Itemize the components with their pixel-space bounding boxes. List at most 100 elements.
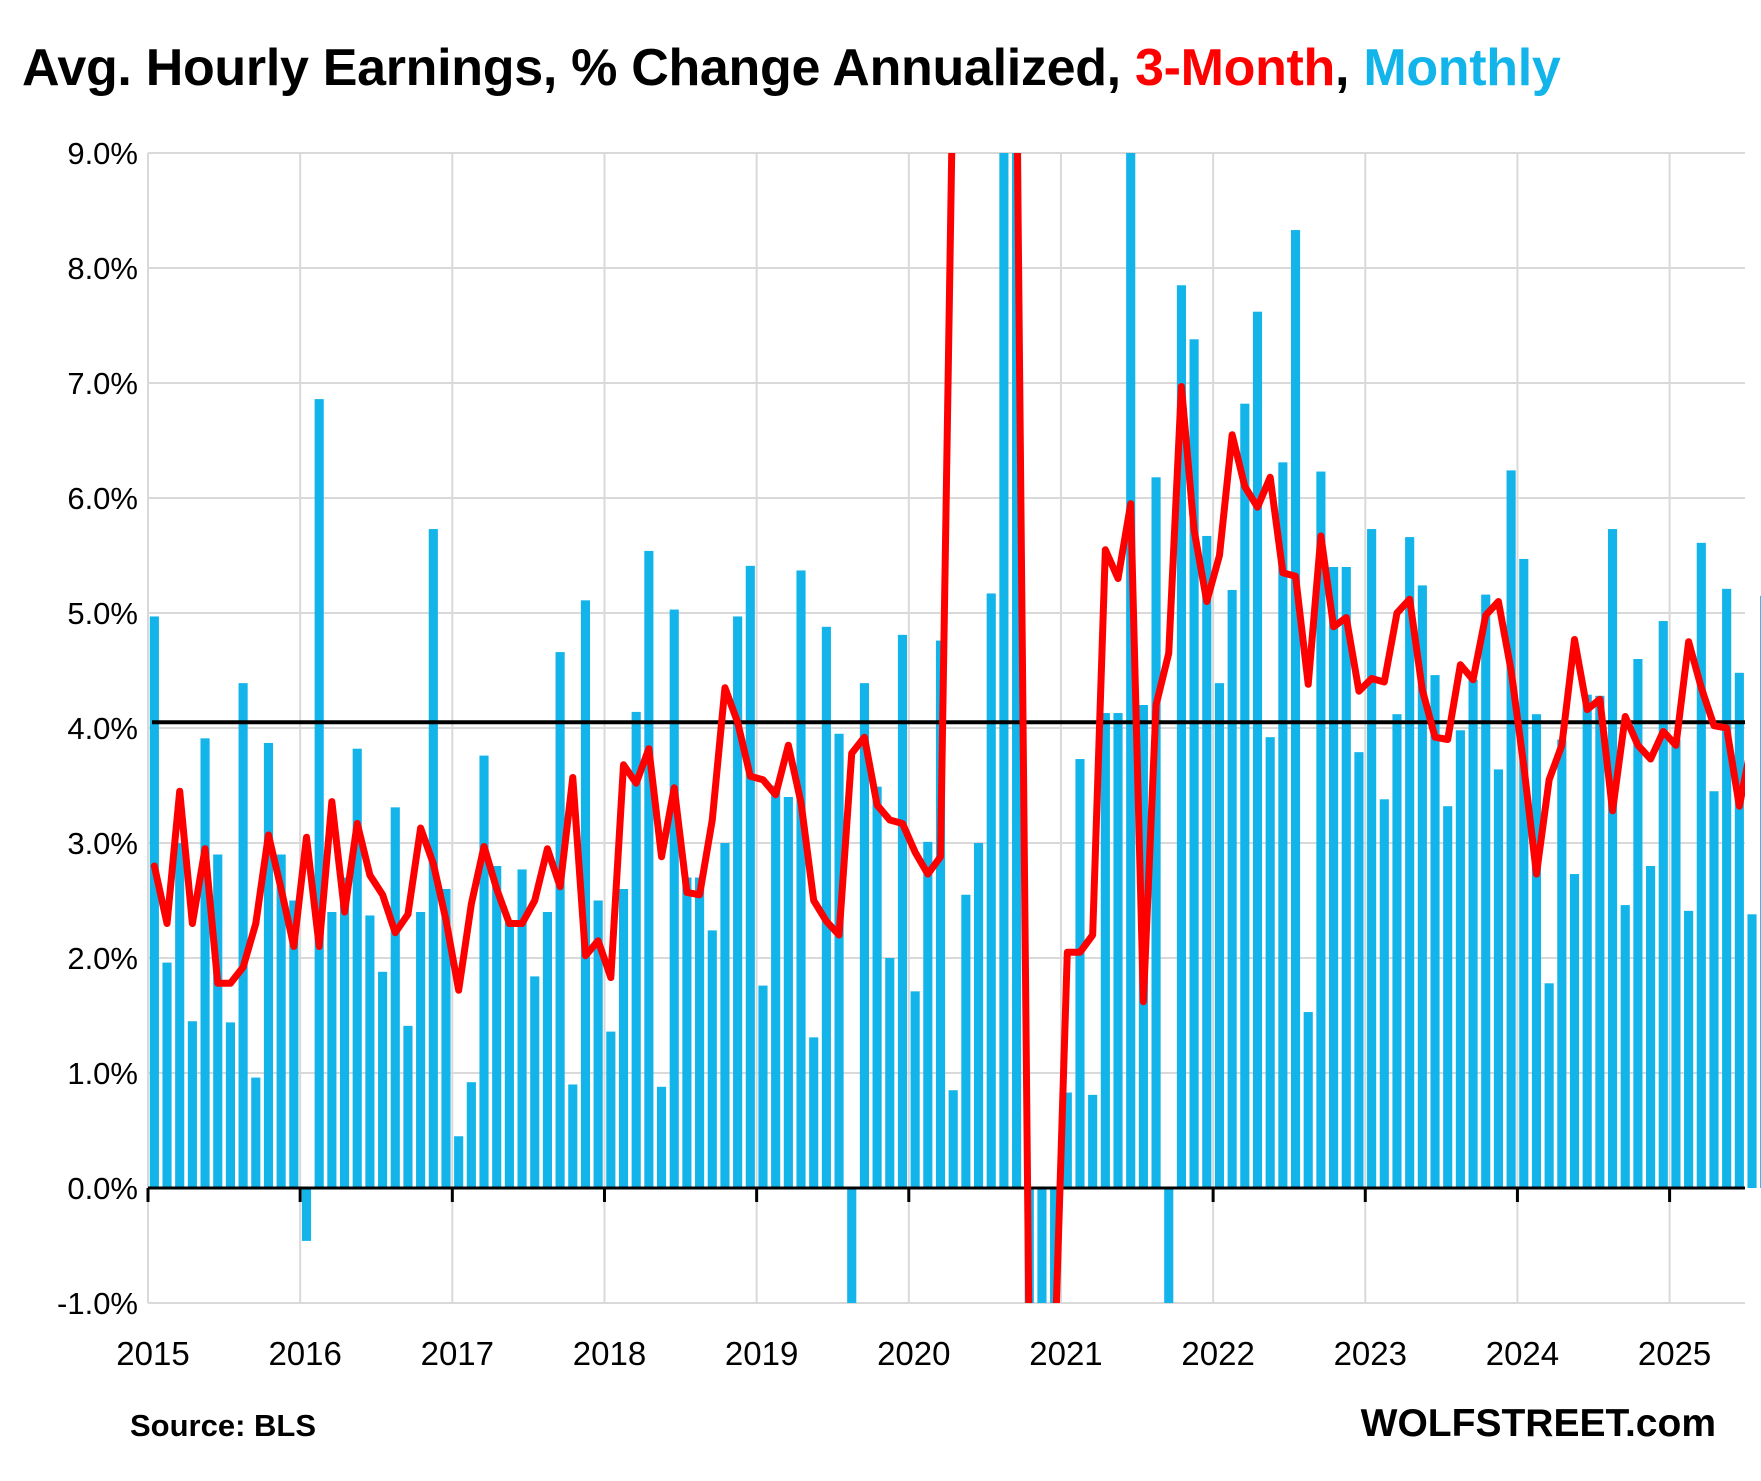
monthly-bar xyxy=(149,616,159,1188)
monthly-bar xyxy=(1569,874,1580,1188)
y-tick-label: 7.0% xyxy=(67,366,138,401)
monthly-bar xyxy=(580,600,591,1188)
x-tick-label: 2025 xyxy=(1638,1335,1711,1372)
monthly-bar xyxy=(276,854,286,1188)
monthly-bar xyxy=(1607,529,1618,1188)
title-series-3month: 3-Month xyxy=(1134,39,1336,97)
monthly-bar xyxy=(263,742,274,1188)
monthly-bar xyxy=(1012,153,1022,1188)
monthly-bar xyxy=(1582,694,1592,1188)
monthly-bar xyxy=(1671,739,1681,1188)
monthly-bar xyxy=(1696,542,1706,1188)
monthly-bar xyxy=(1329,567,1339,1188)
monthly-bar xyxy=(910,991,920,1188)
monthly-bar xyxy=(1126,153,1136,1188)
brand-label: WOLFSTREET.com xyxy=(1360,1402,1716,1445)
x-tick-label: 2016 xyxy=(268,1335,341,1372)
monthly-bar xyxy=(568,1084,578,1188)
monthly-bar xyxy=(1062,1092,1072,1188)
x-tick-label: 2017 xyxy=(421,1335,494,1372)
monthly-bar xyxy=(466,1082,476,1188)
monthly-bar xyxy=(1367,529,1377,1188)
monthly-bar xyxy=(1316,471,1326,1188)
axes xyxy=(146,1186,1745,1202)
y-tick-label: 9.0% xyxy=(67,136,138,171)
monthly-bar xyxy=(1722,588,1732,1188)
monthly-bar xyxy=(1252,311,1263,1188)
monthly-bar xyxy=(1176,285,1186,1188)
y-tick-label: 4.0% xyxy=(67,711,138,746)
monthly-bar xyxy=(948,1090,958,1188)
monthly-bar xyxy=(872,786,882,1188)
monthly-bar xyxy=(1658,621,1668,1188)
monthly-bar xyxy=(847,1188,857,1303)
monthly-bar xyxy=(809,1037,819,1188)
monthly-bar xyxy=(1290,230,1301,1189)
monthly-bar xyxy=(454,1136,464,1188)
y-tick-labels: -1.0% 0.0% 1.0% 2.0% 3.0% 4.0% 5.0% 6.0% 7.0% 8.0… xyxy=(57,136,138,1321)
y-tick-label: 3.0% xyxy=(67,826,138,861)
monthly-bar xyxy=(1303,1012,1313,1188)
monthly-bar xyxy=(695,877,705,1188)
x-tick-label: 2024 xyxy=(1486,1335,1559,1372)
monthly-bar xyxy=(1075,759,1085,1188)
monthly-bar xyxy=(733,616,743,1188)
monthly-bar xyxy=(1557,739,1567,1188)
monthly-bar xyxy=(720,843,730,1188)
monthly-bar xyxy=(352,748,362,1188)
monthly-bar xyxy=(796,570,806,1188)
monthly-bar xyxy=(669,609,679,1188)
monthly-bar xyxy=(1265,737,1275,1188)
monthly-bar xyxy=(771,785,781,1188)
monthly-bar xyxy=(1493,769,1503,1188)
monthly-bar xyxy=(745,565,755,1188)
monthly-bars xyxy=(149,153,1761,1303)
monthly-bar xyxy=(1164,1188,1174,1303)
monthly-bar xyxy=(1620,905,1630,1188)
monthly-bar xyxy=(1100,713,1110,1188)
monthly-bar xyxy=(1151,477,1161,1188)
monthly-bar xyxy=(986,593,996,1188)
monthly-bar xyxy=(1392,714,1402,1188)
monthly-bar xyxy=(517,869,527,1188)
monthly-bar xyxy=(631,711,641,1188)
monthly-bar xyxy=(213,854,223,1188)
x-tick-labels: 2015 2016 2017 2018 2019 2020 2021 2022 2023 2024… xyxy=(116,1335,1711,1372)
monthly-bar xyxy=(707,930,717,1188)
monthly-bar xyxy=(479,755,489,1188)
monthly-bar xyxy=(390,807,400,1188)
monthly-bar xyxy=(1544,983,1554,1188)
monthly-bar xyxy=(618,889,629,1188)
monthly-bar xyxy=(961,894,971,1188)
monthly-bar xyxy=(758,985,768,1188)
monthly-bar xyxy=(1430,675,1440,1188)
monthly-bar xyxy=(1633,659,1643,1188)
monthly-bar xyxy=(1227,590,1237,1188)
monthly-bar xyxy=(1113,713,1123,1188)
monthly-bar xyxy=(504,922,514,1188)
monthly-bar xyxy=(1481,594,1491,1188)
monthly-bar xyxy=(1405,537,1415,1188)
monthly-bar xyxy=(644,550,654,1188)
monthly-bar xyxy=(365,915,375,1188)
monthly-bar xyxy=(403,1025,413,1188)
monthly-bar xyxy=(314,399,324,1189)
monthly-bar xyxy=(897,634,908,1188)
chart-title: Avg. Hourly Earnings, % Change Annualize… xyxy=(22,38,1742,98)
monthly-bar xyxy=(1088,1094,1098,1188)
monthly-bar xyxy=(492,866,502,1188)
monthly-bar xyxy=(555,652,565,1188)
monthly-bar xyxy=(783,797,793,1188)
monthly-bar xyxy=(416,912,426,1188)
monthly-bar xyxy=(378,971,388,1188)
monthly-bar xyxy=(339,877,350,1188)
monthly-bar xyxy=(327,912,337,1188)
monthly-bar xyxy=(289,900,299,1188)
monthly-bar xyxy=(1468,679,1478,1188)
monthly-bar xyxy=(542,912,552,1188)
x-tick-label: 2018 xyxy=(573,1335,646,1372)
title-series-monthly: Monthly xyxy=(1363,39,1561,97)
monthly-bar xyxy=(1240,403,1250,1188)
title-main: Avg. Hourly Earnings, % Change Annualize… xyxy=(22,39,1135,97)
monthly-bar xyxy=(1531,714,1542,1188)
